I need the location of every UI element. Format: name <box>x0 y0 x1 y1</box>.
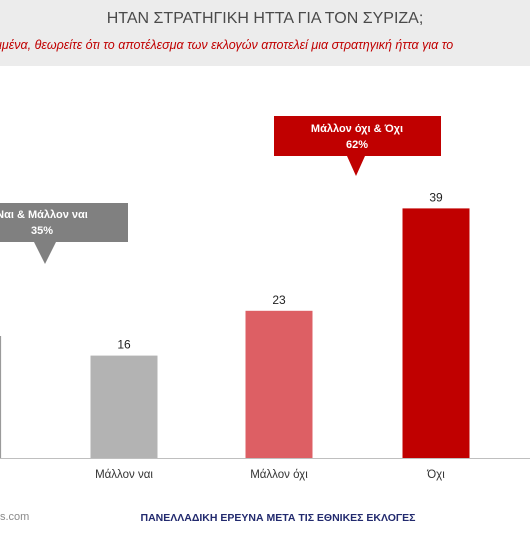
category-label-2: Μάλλον όχι <box>250 469 308 481</box>
chart-title: ΗΤΑΝ ΣΤΡΑΤΗΓΙΚΗ ΗΤΤΑ ΓΙΑ ΤΟΝ ΣΥΡΙΖΑ; <box>106 10 424 27</box>
callout-yes-shape <box>0 203 128 264</box>
data-label-1: 16 <box>117 338 131 352</box>
bar-1 <box>90 355 158 458</box>
source-text: s.com <box>0 511 30 523</box>
callout-no-value: 62% <box>346 139 368 151</box>
callout-no: Μάλλον όχι & Όχι 62% <box>274 116 441 176</box>
chart-subtitle: ριμένα, θεωρείτε ότι το αποτέλεσμα των ε… <box>0 38 454 52</box>
chart-header: ΗΤΑΝ ΣΤΡΑΤΗΓΙΚΗ ΗΤΤΑ ΓΙΑ ΤΟΝ ΣΥΡΙΖΑ; ριμ… <box>0 0 530 66</box>
bars-group: 16 Μάλλον ναι 23 Μάλλον όχι 39 Όχι <box>90 190 470 481</box>
data-label-3: 39 <box>429 190 443 204</box>
bar-3 <box>402 208 470 458</box>
category-label-3: Όχι <box>426 469 445 481</box>
category-label-1: Μάλλον ναι <box>95 469 153 481</box>
callout-no-shape <box>274 116 441 176</box>
callout-yes: Ναι & Μάλλον ναι 35% <box>0 203 128 264</box>
callout-no-label: Μάλλον όχι & Όχι <box>311 123 403 135</box>
data-label-2: 23 <box>272 293 286 307</box>
callout-yes-label: Ναι & Μάλλον ναι <box>0 209 88 221</box>
survey-note: ΠΑΝΕΛΛΑΔΙΚΗ ΕΡΕΥΝΑ ΜΕΤΑ ΤΙΣ ΕΘΝΙΚΕΣ ΕΚΛΟ… <box>140 512 416 524</box>
bar-2 <box>245 310 313 458</box>
callout-yes-value: 35% <box>31 225 53 237</box>
